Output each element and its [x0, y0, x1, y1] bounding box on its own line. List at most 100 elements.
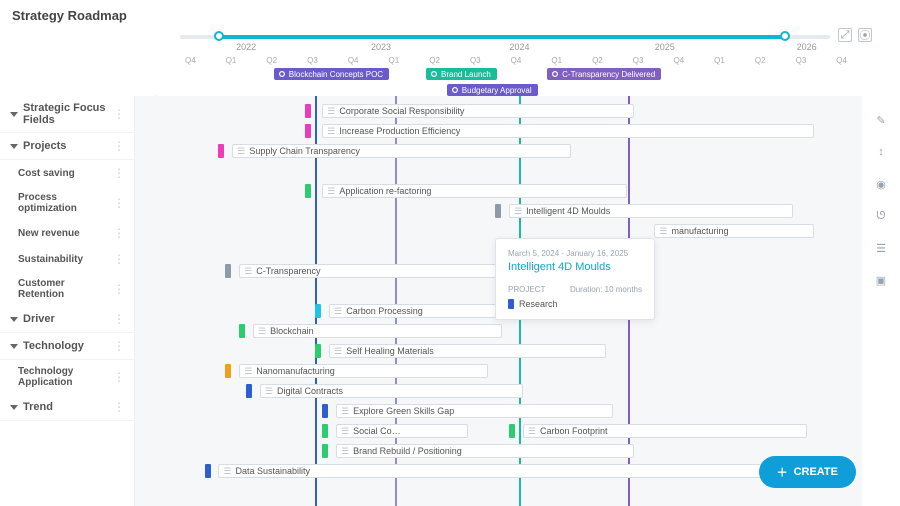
more-icon[interactable]: ⋮ — [113, 400, 124, 414]
sidebar-sub-item[interactable]: New revenue⋮ — [0, 220, 134, 246]
chart-row: ☰Application re-factoring — [170, 182, 862, 201]
sidebar-sub-item[interactable]: Process optimization⋮ — [0, 186, 134, 220]
more-icon[interactable]: ⋮ — [113, 226, 124, 240]
tooltip-item-label: Research — [519, 299, 558, 309]
roadmap-bar[interactable]: ☰Blockchain — [253, 324, 502, 338]
more-icon[interactable]: ⋮ — [113, 339, 124, 353]
bar-label: Application re-factoring — [339, 186, 431, 196]
list-icon[interactable]: ☰ — [873, 240, 889, 256]
sidebar-group[interactable]: Technology⋮ — [0, 333, 134, 360]
roadmap-bar[interactable]: ☰Intelligent 4D Moulds — [509, 204, 793, 218]
quarter-label: Q4 — [511, 56, 522, 65]
reset-zoom-icon[interactable]: ⦿ — [858, 28, 872, 42]
more-icon[interactable]: ⋮ — [113, 370, 124, 384]
chart-row: ☰Increase Production Efficiency — [170, 122, 862, 141]
roadmap-bar[interactable]: ☰Social Co… — [336, 424, 467, 438]
roadmap-bar[interactable]: ☰Nanomanufacturing — [239, 364, 488, 378]
sidebar-group[interactable]: Driver⋮ — [0, 306, 134, 333]
drag-icon: ☰ — [265, 386, 273, 397]
quarter-label: Q1 — [714, 56, 725, 65]
roadmap-bar[interactable]: ☰Data Sustainability — [218, 464, 806, 478]
sidebar-label: Process optimization — [18, 192, 113, 214]
item-color-chip — [509, 424, 515, 438]
bar-label: Explore Green Skills Gap — [353, 406, 454, 416]
drag-icon: ☰ — [237, 146, 245, 157]
more-icon[interactable]: ⋮ — [113, 282, 124, 296]
milestone[interactable]: Blockchain Concepts POC — [274, 68, 389, 80]
magnet-icon[interactable]: ᘎ — [873, 208, 889, 224]
sidebar-label: Strategic Focus Fields — [23, 102, 113, 126]
year-label: 2023 — [371, 42, 391, 52]
slider-handle-left[interactable] — [214, 31, 224, 41]
edit-icon[interactable]: ✎ — [873, 112, 889, 128]
roadmap-bar[interactable]: ☰Digital Contracts — [260, 384, 523, 398]
eye-icon[interactable]: ◉ — [873, 176, 889, 192]
tag-icon — [430, 70, 438, 78]
roadmap-bar[interactable]: ☰Supply Chain Transparency — [232, 144, 571, 158]
sort-icon[interactable]: ↕ — [873, 144, 889, 160]
drag-icon: ☰ — [341, 426, 349, 437]
sidebar-sub-item[interactable]: Sustainability⋮ — [0, 246, 134, 272]
quarter-label: Q3 — [470, 56, 481, 65]
thumb-icon — [451, 86, 459, 94]
time-range-slider[interactable] — [180, 32, 830, 40]
quarter-label: Q3 — [796, 56, 807, 65]
sidebar-group[interactable]: Projects⋮ — [0, 133, 134, 160]
item-color-chip — [305, 184, 311, 198]
item-color-chip — [315, 344, 321, 358]
item-color-chip — [246, 384, 252, 398]
milestone-label: Blockchain Concepts POC — [289, 70, 383, 79]
year-label: 2022 — [236, 42, 256, 52]
item-color-chip — [239, 324, 245, 338]
more-icon[interactable]: ⋮ — [113, 139, 124, 153]
roadmap-bar[interactable]: ☰Brand Rebuild / Positioning — [336, 444, 634, 458]
sidebar-sub-item[interactable]: Cost saving⋮ — [0, 160, 134, 186]
drag-icon: ☰ — [334, 306, 342, 317]
milestone-label: Brand Launch — [441, 70, 491, 79]
slider-handle-right[interactable] — [780, 31, 790, 41]
quarter-label: Q4 — [185, 56, 196, 65]
drag-icon: ☰ — [223, 466, 231, 477]
roadmap-bar[interactable]: ☰manufacturing — [654, 224, 813, 238]
roadmap-bar[interactable]: ☰ Explore Green Skills Gap — [336, 404, 613, 418]
quarter-label: Q3 — [307, 56, 318, 65]
more-icon[interactable]: ⋮ — [113, 252, 124, 266]
more-icon[interactable]: ⋮ — [113, 107, 124, 121]
sidebar-sub-item[interactable]: Customer Retention⋮ — [0, 272, 134, 306]
bar-label: C-Transparency — [256, 266, 320, 276]
zoom-controls: ⤢ ⦿ — [838, 28, 872, 42]
create-label: CREATE — [794, 466, 838, 478]
chart-row: ☰Nanomanufacturing — [170, 362, 862, 381]
more-icon[interactable]: ⋮ — [113, 166, 124, 180]
sidebar-label: Trend — [23, 401, 113, 413]
roadmap-bar[interactable]: ☰Self Healing Materials — [329, 344, 606, 358]
milestone[interactable]: Budgetary Approval — [447, 84, 538, 96]
item-tooltip: March 5, 2024 - January 16, 2025 Intelli… — [495, 238, 655, 320]
sidebar-label: Projects — [23, 140, 113, 152]
drag-icon: ☰ — [341, 406, 349, 417]
more-icon[interactable]: ⋮ — [113, 312, 124, 326]
roadmap-bar[interactable]: ☰Application re-factoring — [322, 184, 627, 198]
item-color-chip — [305, 104, 311, 118]
more-icon[interactable]: ⋮ — [113, 196, 124, 210]
roadmap-bar[interactable]: ☰Increase Production Efficiency — [322, 124, 813, 138]
roadmap-bar[interactable]: ☰Carbon Footprint — [523, 424, 807, 438]
item-color-chip — [315, 304, 321, 318]
roadmap-bar[interactable]: ☰Corporate Social Responsibility — [322, 104, 633, 118]
quarter-label: Q4 — [836, 56, 847, 65]
milestone-label: C-Transparency Delivered — [562, 70, 655, 79]
milestone[interactable]: Brand Launch — [426, 68, 497, 80]
fit-icon[interactable]: ⤢ — [838, 28, 852, 42]
milestone[interactable]: C-Transparency Delivered — [547, 68, 661, 80]
briefcase-icon[interactable]: ▣ — [873, 272, 889, 288]
sidebar-sub-item[interactable]: Technology Application⋮ — [0, 360, 134, 394]
bar-label: manufacturing — [671, 226, 728, 236]
caret-icon — [10, 112, 18, 117]
chart-row: ☰Self Healing Materials — [170, 342, 862, 361]
sidebar-group[interactable]: Strategic Focus Fields⋮ — [0, 96, 134, 133]
create-button[interactable]: ＋ CREATE — [759, 456, 856, 488]
chart-row: ☰Blockchain — [170, 322, 862, 341]
quarter-label: Q3 — [633, 56, 644, 65]
item-color-chip — [322, 424, 328, 438]
sidebar-group[interactable]: Trend⋮ — [0, 394, 134, 421]
